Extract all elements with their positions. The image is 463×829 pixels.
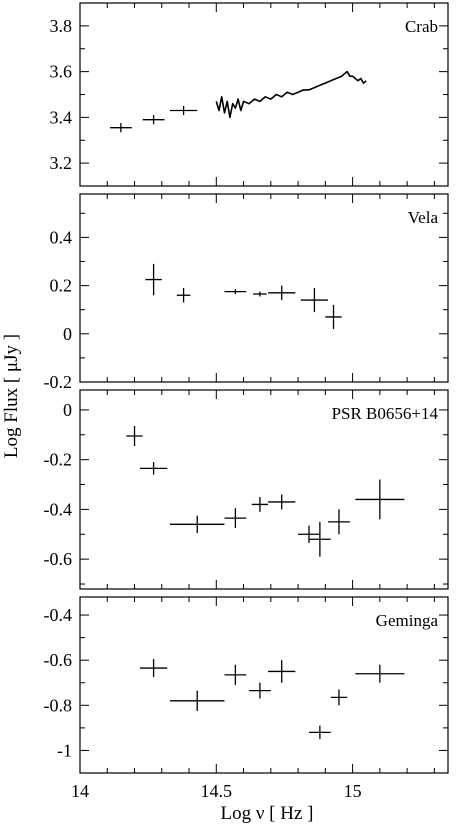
x-tick-label: 14.5 — [201, 781, 233, 801]
x-tick-label: 14 — [71, 781, 89, 801]
y-tick-label: 0 — [63, 324, 72, 344]
data-point — [251, 496, 269, 512]
data-point — [126, 426, 143, 446]
panel-2: -0.2 0 0.2 0.4 Vela — [44, 193, 449, 392]
data-point — [300, 288, 329, 313]
y-tick-label: -0.8 — [44, 695, 73, 715]
panels-group: 3.23.43.63.8 Crab-0.200.20.4Vela-0.6-0.4-… — [44, 2, 449, 801]
y-tick-label: 3.6 — [50, 62, 73, 82]
y-tick-label: -1 — [57, 740, 72, 760]
panel-label: Crab — [405, 17, 438, 36]
data-point — [169, 690, 225, 711]
y-tick-label: 3.2 — [50, 153, 73, 173]
data-point — [268, 660, 296, 683]
data-point — [109, 123, 132, 133]
data-point — [145, 263, 162, 296]
panel-label: Geminga — [376, 611, 439, 630]
data-point — [169, 105, 198, 116]
panel-3: -0.6 -0.4 -0.2 0 PSR B0656+14 — [44, 389, 449, 590]
data-point — [224, 664, 247, 685]
y-tick-label: 3.8 — [50, 16, 73, 36]
y-tick-label: -0.4 — [44, 605, 73, 625]
data-point — [298, 525, 320, 543]
y-tick-label: 0 — [63, 400, 72, 420]
data-point — [268, 285, 296, 301]
y-tick-label: -0.4 — [44, 499, 73, 519]
data-point — [268, 494, 296, 510]
panel-label: Vela — [408, 208, 439, 227]
y-tick-label: -0.2 — [44, 450, 73, 470]
panel-frame — [79, 193, 449, 383]
spectrum-line — [215, 70, 367, 119]
data-point — [253, 291, 267, 297]
x-tick-label: 15 — [344, 781, 362, 801]
data-point — [308, 521, 331, 557]
data-point — [142, 115, 165, 125]
data-point — [224, 508, 247, 529]
y-axis-title: Log Flux [ μJy ] — [1, 334, 22, 458]
x-axis-title: Log ν [ Hz ] — [220, 803, 313, 824]
data-point — [355, 664, 405, 683]
data-point — [224, 289, 247, 295]
y-tick-label: 0.4 — [50, 227, 73, 247]
data-point — [325, 304, 342, 329]
panel-1: 3.2 3.4 3.6 3.8 Crab — [50, 2, 449, 187]
y-tick-label: 3.4 — [50, 107, 73, 127]
panel-frame — [79, 2, 449, 187]
y-tick-label: -0.6 — [44, 650, 73, 670]
data-point — [355, 479, 405, 520]
panel-4: -1 -0.8 -0.6 -0.4 Geminga — [44, 596, 449, 774]
data-point — [249, 682, 271, 699]
y-tick-label: -0.2 — [44, 372, 73, 392]
data-point — [169, 515, 225, 534]
data-point — [328, 509, 350, 535]
panel-label: PSR B0656+14 — [332, 404, 439, 423]
data-point — [330, 689, 348, 706]
data-point — [139, 659, 168, 678]
data-point — [139, 462, 168, 475]
panel-frame — [79, 596, 449, 774]
panel-frame — [79, 389, 449, 590]
data-point — [308, 725, 331, 740]
y-tick-label: 0.2 — [50, 276, 73, 296]
data-point — [176, 288, 191, 303]
y-tick-label: -0.6 — [44, 549, 73, 569]
